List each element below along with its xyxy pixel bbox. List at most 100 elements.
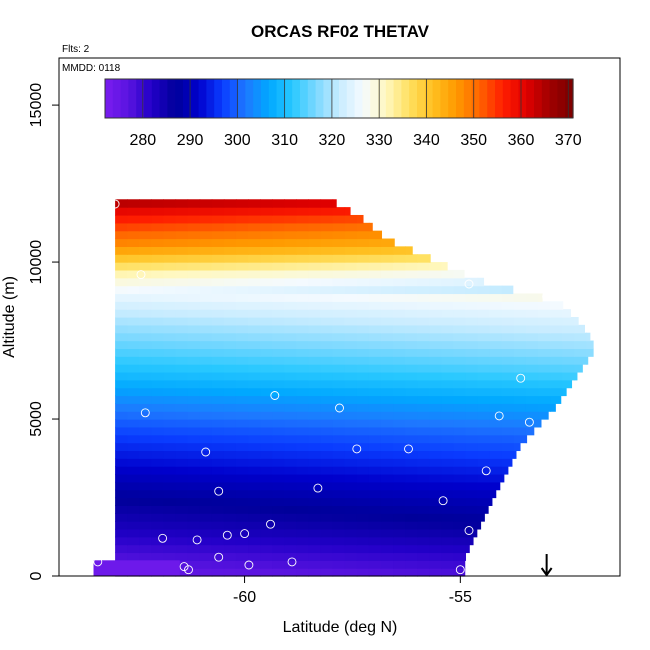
heatmap-cell	[296, 293, 310, 302]
heatmap-cell	[175, 434, 189, 444]
heatmap-cell	[465, 505, 479, 514]
heatmap-cell	[320, 521, 334, 530]
heatmap-cell	[199, 332, 213, 342]
heatmap-cell	[127, 379, 140, 389]
heatmap-cell	[272, 222, 285, 232]
heatmap-cell	[272, 544, 285, 554]
heatmap-cell	[380, 301, 394, 310]
heatmap-cell	[272, 536, 285, 546]
heatmap-cell	[489, 285, 503, 295]
heatmap-cell	[368, 254, 382, 263]
heatmap-cell	[163, 434, 177, 444]
heatmap-cell	[115, 403, 128, 412]
heatmap-cell	[260, 497, 273, 506]
colorbar-segment	[424, 79, 434, 118]
heatmap-cell	[139, 497, 152, 506]
heatmap-cell	[332, 505, 346, 514]
heatmap-cell	[223, 348, 237, 357]
heatmap-cell	[417, 544, 430, 554]
heatmap-cell	[429, 473, 442, 483]
heatmap-cell	[368, 293, 382, 302]
heatmap-cell	[163, 458, 177, 467]
heatmap-cell	[296, 521, 310, 530]
heatmap-cell	[320, 387, 334, 397]
heatmap-cell	[489, 364, 503, 373]
heatmap-cell	[163, 466, 177, 475]
heatmap-cell	[356, 269, 370, 279]
heatmap-cell	[417, 442, 430, 452]
heatmap-cell	[127, 269, 140, 279]
heatmap-cell	[139, 207, 152, 216]
heatmap-cell	[248, 387, 261, 397]
heatmap-cell	[465, 285, 479, 295]
heatmap-cell	[248, 466, 261, 475]
heatmap-cell	[127, 450, 140, 459]
heatmap-cell	[175, 301, 189, 310]
heatmap-cell	[248, 395, 261, 404]
heatmap-cell	[344, 246, 358, 255]
heatmap-cell	[223, 442, 237, 452]
heatmap-cell	[441, 379, 455, 389]
plot-frame	[58, 57, 621, 577]
sample-point	[214, 486, 224, 496]
heatmap-cell	[574, 371, 578, 381]
heatmap-cell	[163, 481, 177, 491]
heatmap-cell	[115, 481, 128, 491]
heatmap-cell	[356, 395, 370, 404]
heatmap-cell	[115, 340, 128, 349]
heatmap-cell	[380, 277, 394, 287]
heatmap-cell	[368, 262, 382, 271]
heatmap-cell	[272, 395, 285, 404]
heatmap-cell	[453, 317, 467, 326]
heatmap-cell	[380, 434, 394, 444]
heatmap-cell	[344, 293, 358, 302]
heatmap-cell	[320, 285, 334, 295]
heatmap-cell	[574, 356, 587, 365]
heatmap-cell	[538, 332, 551, 342]
heatmap-cell	[525, 395, 539, 404]
heatmap-cell	[332, 528, 346, 538]
heatmap-cell	[453, 528, 467, 538]
heatmap-cell	[513, 301, 527, 310]
heatmap-cell	[368, 285, 382, 295]
heatmap-cell	[513, 387, 527, 397]
heatmap-cell	[272, 489, 285, 499]
heatmap-cell	[344, 521, 358, 530]
heatmap-cell	[417, 568, 430, 577]
heatmap-cell	[235, 238, 249, 247]
heatmap-cell	[127, 411, 140, 420]
heatmap-cell	[465, 348, 479, 357]
heatmap-cell	[501, 332, 515, 342]
heatmap-cell	[465, 356, 479, 365]
heatmap-cell	[223, 473, 237, 483]
heatmap-cell	[332, 434, 346, 444]
heatmap-cell	[308, 536, 322, 546]
heatmap-cell	[586, 356, 589, 365]
heatmap-cell	[272, 403, 285, 412]
heatmap-cell	[151, 199, 165, 208]
heatmap-cell	[332, 269, 346, 279]
heatmap-cell	[260, 379, 273, 389]
colorbar-segment	[565, 79, 574, 118]
heatmap-cell	[272, 387, 285, 397]
heatmap-cell	[562, 301, 564, 310]
colorbar-segment	[471, 79, 480, 118]
heatmap-cell	[284, 521, 297, 530]
heatmap-cell	[429, 521, 442, 530]
heatmap-cell	[308, 458, 322, 467]
heatmap-cell	[417, 254, 430, 263]
heatmap-cell	[272, 207, 285, 216]
heatmap-cell	[393, 426, 406, 436]
heatmap-cell	[235, 458, 249, 467]
heatmap-field	[93, 199, 594, 577]
heatmap-cell	[211, 332, 225, 342]
heatmap-cell	[356, 348, 370, 357]
heatmap-cell	[139, 301, 152, 310]
heatmap-cell	[356, 426, 370, 436]
heatmap-cell	[380, 324, 394, 334]
heatmap-cell	[115, 285, 128, 295]
heatmap-cell	[151, 426, 165, 436]
heatmap-cell	[272, 473, 285, 483]
heatmap-cell	[127, 521, 140, 530]
